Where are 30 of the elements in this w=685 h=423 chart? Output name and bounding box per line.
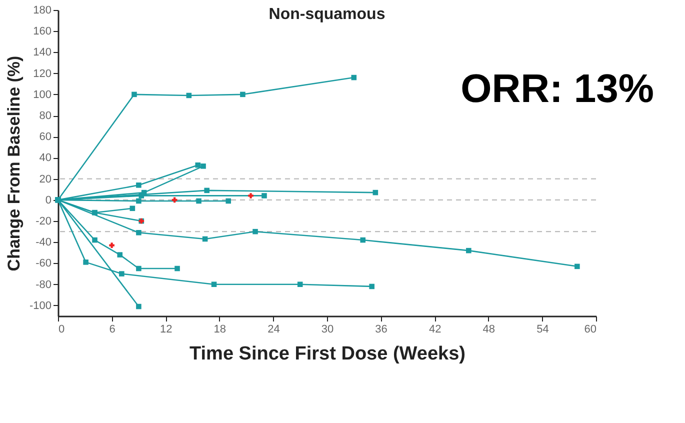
y-tick-label: -100 bbox=[29, 300, 52, 312]
y-tick-label: 160 bbox=[33, 26, 52, 38]
y-tick-label: 80 bbox=[39, 110, 52, 122]
x-tick-label: 12 bbox=[160, 324, 172, 336]
x-tick-label: 48 bbox=[482, 324, 496, 336]
y-tick-label: 0 bbox=[45, 194, 52, 206]
y-tick-label: 100 bbox=[33, 88, 52, 101]
x-tick-label: 24 bbox=[268, 324, 280, 336]
x-tick-label: 42 bbox=[428, 324, 442, 336]
x-tick-label: 6 bbox=[109, 324, 116, 336]
x-tick-label: 0 bbox=[58, 324, 65, 336]
y-tick-label: -40 bbox=[36, 236, 52, 249]
y-tick-label: 20 bbox=[39, 173, 52, 186]
x-tick-label: 36 bbox=[375, 324, 388, 336]
y-tick-label: 40 bbox=[39, 152, 52, 164]
x-axis-title: Time Since First Dose (Weeks) bbox=[190, 344, 466, 364]
y-tick-label: -60 bbox=[36, 258, 52, 270]
x-tick-label: 30 bbox=[321, 324, 334, 336]
y-tick-label: 140 bbox=[33, 46, 52, 59]
y-tick-label: 60 bbox=[39, 131, 52, 144]
x-tick-label: 60 bbox=[584, 324, 596, 336]
annotation: ORR: 13% bbox=[460, 67, 654, 111]
chart-title: Non-squamous bbox=[268, 6, 386, 23]
y-tick-label: -20 bbox=[36, 216, 52, 228]
y-axis-title: Change From Baseline (%) bbox=[4, 56, 24, 272]
y-tick-label: -80 bbox=[36, 278, 52, 291]
y-tick-label: 120 bbox=[33, 68, 52, 80]
y-tick-label: 180 bbox=[33, 4, 52, 16]
x-tick-label: 18 bbox=[214, 324, 226, 336]
x-tick-label: 54 bbox=[536, 324, 549, 336]
